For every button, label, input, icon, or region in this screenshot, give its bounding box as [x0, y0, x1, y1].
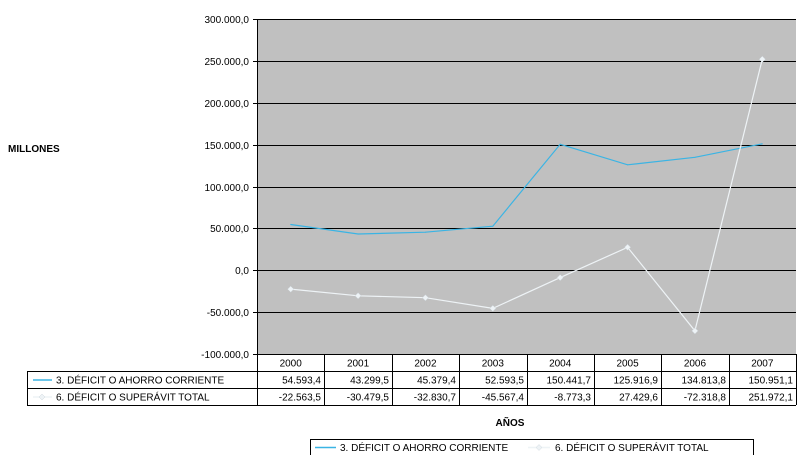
data-label: 54.593,4: [282, 376, 321, 387]
table-series-name: 3. DÉFICIT O AHORRO CORRIENTE: [56, 374, 224, 387]
data-point: [422, 294, 429, 302]
data-label: 251.972,1: [749, 393, 794, 404]
data-label: -32.830,7: [414, 393, 457, 404]
data-point: [627, 164, 629, 166]
y-tick-label: 0,0: [235, 266, 249, 277]
x-axis-label: AÑOS: [496, 416, 525, 429]
data-point: [624, 243, 631, 251]
data-label: 150.951,1: [749, 376, 794, 387]
table-series-name: 6. DÉFICIT O SUPERÁVIT TOTAL: [56, 391, 210, 404]
data-label: -30.479,5: [347, 393, 390, 404]
y-tick-label: 300.000,0: [205, 15, 250, 26]
y-tick-label: 200.000,0: [205, 99, 250, 110]
data-point: [354, 292, 362, 300]
data-point: [758, 55, 766, 63]
data-table: 2000 2001 2002 2003 2004 2005 2006 2007 3. DÉFIC…: [27, 354, 797, 406]
data-label: 43.299,5: [350, 376, 389, 387]
plot-area: [257, 19, 796, 355]
x-tick-label: 2003: [482, 359, 505, 370]
data-label: 134.813,8: [682, 376, 727, 387]
data-label: 27.429,6: [619, 393, 658, 404]
data-point: [287, 285, 295, 293]
data-label: -72.318,8: [684, 393, 727, 404]
series-layer: [287, 55, 766, 335]
plot-background: [257, 19, 796, 354]
data-label: 45.379,4: [417, 376, 456, 387]
series-line-2: [290, 59, 763, 333]
data-point: [290, 224, 292, 226]
x-tick-label: 2006: [684, 359, 707, 370]
data-label: -8.773,3: [554, 393, 591, 404]
series-line-1: [290, 143, 763, 235]
y-axis-label: MILLONES: [8, 144, 60, 155]
data-label: 150.441,7: [547, 376, 592, 387]
legend-label-2: 6. DÉFICIT O SUPERÁVIT TOTAL: [555, 441, 709, 454]
y-tick-label: 250.000,0: [205, 57, 250, 68]
data-label: -22.563,5: [279, 393, 322, 404]
y-tick-label: 150.000,0: [205, 141, 250, 152]
x-tick-label: 2002: [414, 359, 437, 370]
y-tick-label: -50.000,0: [207, 308, 250, 319]
x-tick-label: 2005: [616, 359, 639, 370]
legend-marker-2: [535, 444, 543, 451]
data-point: [691, 327, 699, 335]
y-tick-label: 100.000,0: [205, 183, 250, 194]
table-series-marker: [38, 393, 46, 401]
x-tick-label: 2004: [549, 359, 572, 370]
x-tick-label: 2000: [280, 359, 303, 370]
x-tick-label: 2001: [347, 359, 370, 370]
data-point: [424, 231, 426, 233]
x-tick-label: 2007: [751, 359, 774, 370]
legend-label-1: 3. DÉFICIT O AHORRO CORRIENTE: [340, 441, 508, 454]
data-label: 52.593,5: [485, 376, 524, 387]
data-point: [694, 156, 696, 158]
data-label: 125.916,9: [614, 376, 659, 387]
y-axis-ticks: 300.000,0 250.000,0 200.000,0 150.000,0 100.…: [201, 15, 257, 361]
data-point: [559, 143, 561, 145]
data-point: [489, 305, 497, 312]
data-point: [556, 274, 564, 281]
legend: 3. DÉFICIT O AHORRO CORRIENTE 6. DÉFICIT …: [310, 439, 754, 455]
data-point: [761, 143, 763, 145]
y-tick-label: 50.000,0: [210, 224, 249, 235]
data-point: [357, 233, 359, 235]
data-point: [492, 225, 494, 227]
y-tick-label: -100.000,0: [201, 350, 249, 361]
data-label: -45.567,4: [482, 393, 525, 404]
